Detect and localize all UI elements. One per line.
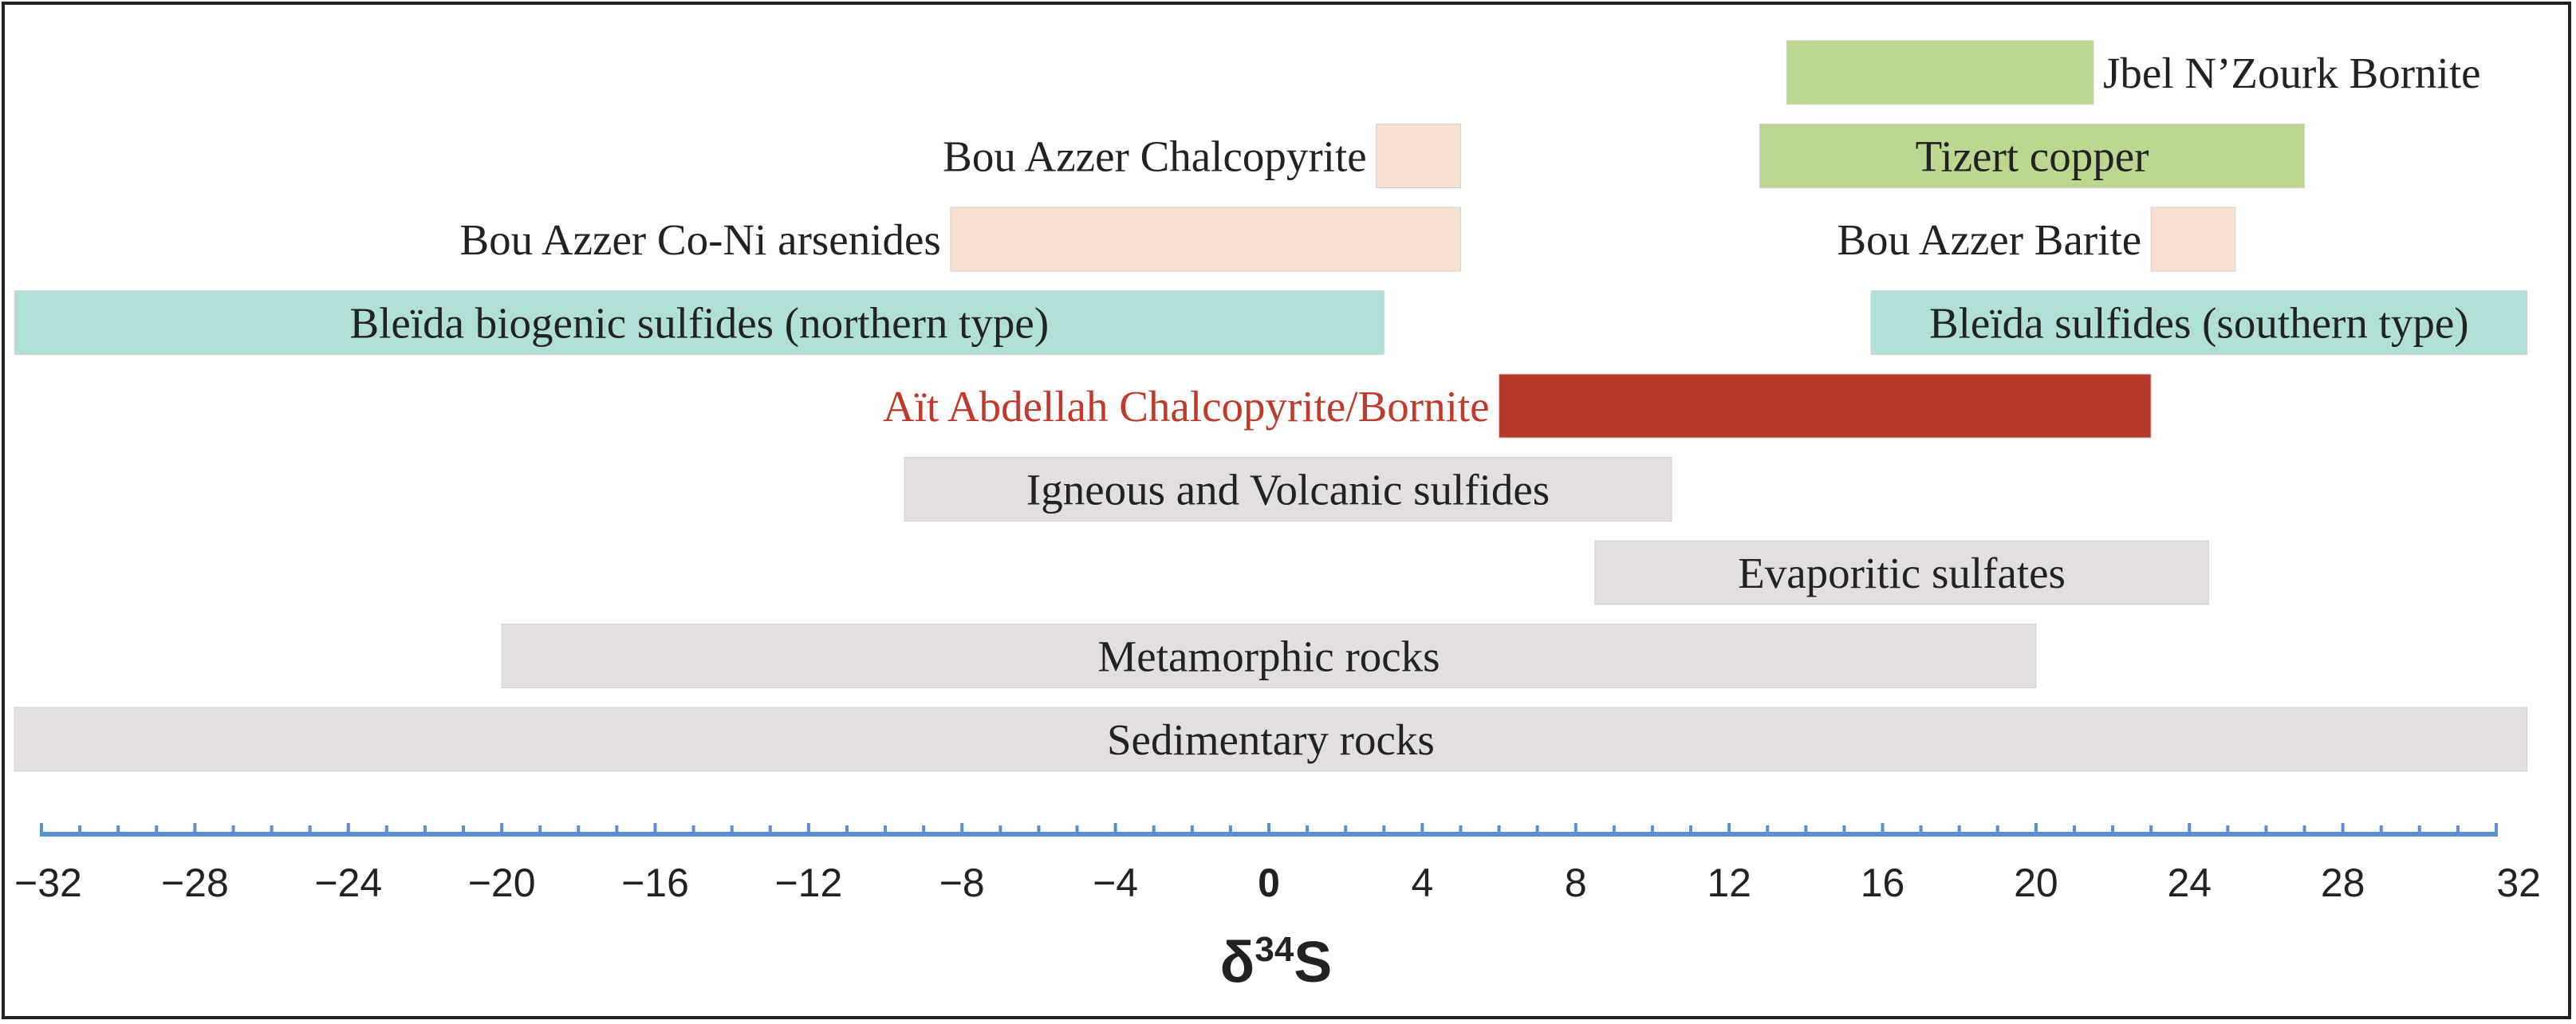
bar-label: Tizert copper xyxy=(1916,132,2149,181)
x-tick-label: −32 xyxy=(14,861,82,905)
bar-label: Metamorphic rocks xyxy=(1097,632,1440,681)
bar-label: Bleïda biogenic sulfides (northern type) xyxy=(349,299,1049,348)
range-bar-ble-da-biogenic-sulfides-northern-type: Bleïda biogenic sulfides (northern type) xyxy=(14,290,1385,355)
range-bar-sedimentary-rocks: Sedimentary rocks xyxy=(14,707,2527,772)
x-tick-label: −8 xyxy=(939,861,985,905)
bar-rect xyxy=(1786,40,2094,105)
x-axis: −32 −28 −24 −20 −16 −12 −8 −4 0 4 8 12 16 20 24 28 32 xyxy=(14,823,2541,905)
bar-label: Igneous and Volcanic sulfides xyxy=(1026,466,1550,514)
x-tick-label: −4 xyxy=(1093,861,1138,905)
bar-label: Bou Azzer Co-Ni arsenides xyxy=(460,215,941,264)
x-tick-label: 12 xyxy=(1707,861,1751,905)
bar-label: Bou Azzer Chalcopyrite xyxy=(943,132,1367,181)
range-bar-a-t-abdellah-chalcopyrite-bornite: Aït Abdellah Chalcopyrite/Bornite xyxy=(883,373,2152,439)
range-bar-tizert-copper: Tizert copper xyxy=(1759,124,2306,188)
x-axis-title-superscript: 34 xyxy=(1255,930,1294,969)
range-bar-igneous-and-volcanic-sulfides: Igneous and Volcanic sulfides xyxy=(904,457,1672,522)
bar-label: Jbel N’Zourk Bornite xyxy=(2103,49,2481,97)
bar-label: Aït Abdellah Chalcopyrite/Bornite xyxy=(883,382,1490,431)
x-tick-label: 16 xyxy=(1861,861,1905,905)
bar-rect xyxy=(14,290,1385,355)
range-bar-ble-da-sulfides-southern-type: Bleïda sulfides (southern type) xyxy=(1870,290,2527,355)
bar-rect xyxy=(1759,124,2306,188)
x-tick-label: −20 xyxy=(468,861,536,905)
x-tick-label: 24 xyxy=(2167,861,2212,905)
x-axis-title: δ34S xyxy=(1220,930,1333,994)
range-bar-evaporitic-sulfates: Evaporitic sulfates xyxy=(1594,540,2209,605)
bar-rect xyxy=(1870,290,2527,355)
x-axis-title-tail: S xyxy=(1294,931,1332,994)
x-tick-label: 0 xyxy=(1258,861,1280,905)
x-tick-label: −16 xyxy=(621,861,689,905)
x-tick-label: 20 xyxy=(2014,861,2058,905)
bar-rect xyxy=(1376,124,1461,188)
bar-rect xyxy=(950,207,1461,272)
x-tick-label: 4 xyxy=(1411,861,1433,905)
bar-label: Evaporitic sulfates xyxy=(1738,549,2066,597)
x-tick-label: −28 xyxy=(161,861,229,905)
range-bar-bou-azzer-co-ni-arsenides: Bou Azzer Co-Ni arsenides xyxy=(460,207,1461,272)
bar-rect xyxy=(501,624,2037,688)
range-bar-chart: Jbel N’Zourk Bornite Bou Azzer Chalcopyri… xyxy=(14,40,2541,994)
bar-rect xyxy=(1594,540,2209,605)
x-tick-label: −12 xyxy=(774,861,842,905)
bar-label: Bou Azzer Barite xyxy=(1837,215,2141,264)
bar-label: Bleïda sulfides (southern type) xyxy=(1929,299,2469,348)
x-axis-title-base: δ xyxy=(1220,931,1255,994)
x-tick-label: 32 xyxy=(2496,861,2541,905)
range-bar-bou-azzer-barite: Bou Azzer Barite xyxy=(1837,207,2236,272)
range-bar-metamorphic-rocks: Metamorphic rocks xyxy=(501,624,2037,688)
x-tick-label: −24 xyxy=(314,861,382,905)
range-bar-jbel-n-zourk-bornite: Jbel N’Zourk Bornite xyxy=(1786,40,2481,105)
x-tick-label: 8 xyxy=(1565,861,1587,905)
bar-label: Sedimentary rocks xyxy=(1107,715,1435,764)
bar-rect xyxy=(1499,373,2152,439)
bar-rect xyxy=(2150,207,2236,272)
range-bar-bou-azzer-chalcopyrite: Bou Azzer Chalcopyrite xyxy=(943,124,1461,188)
bar-rect xyxy=(14,707,2527,772)
x-tick-label: 28 xyxy=(2321,861,2365,905)
bars-layer: Jbel N’Zourk Bornite Bou Azzer Chalcopyri… xyxy=(14,40,2527,772)
bar-rect xyxy=(904,457,1672,522)
